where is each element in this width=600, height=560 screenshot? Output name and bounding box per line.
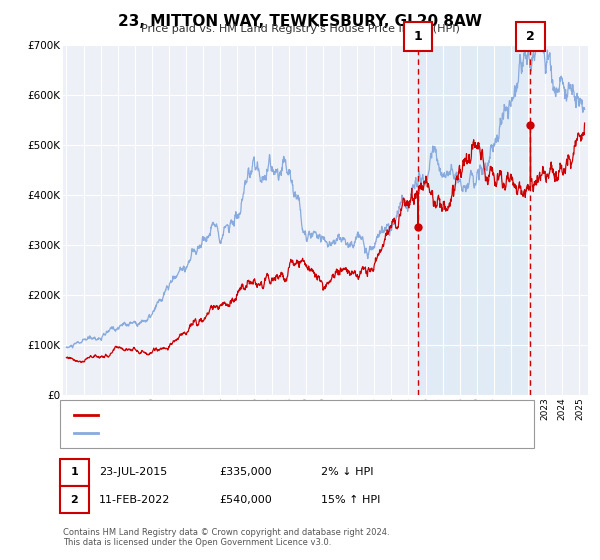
Text: HPI: Average price, detached house, Tewkesbury: HPI: Average price, detached house, Tewk… (102, 428, 356, 438)
Text: 2: 2 (71, 494, 78, 505)
Bar (418, 45, 530, 395)
Text: 11-FEB-2022: 11-FEB-2022 (99, 494, 170, 505)
Text: £335,000: £335,000 (219, 467, 272, 477)
Text: 2% ↓ HPI: 2% ↓ HPI (321, 467, 373, 477)
Text: Price paid vs. HM Land Registry's House Price Index (HPI): Price paid vs. HM Land Registry's House … (140, 24, 460, 34)
Text: 23, MITTON WAY, TEWKESBURY, GL20 8AW: 23, MITTON WAY, TEWKESBURY, GL20 8AW (118, 14, 482, 29)
Text: 2: 2 (526, 30, 535, 43)
Text: £540,000: £540,000 (219, 494, 272, 505)
Text: 1: 1 (71, 467, 78, 477)
Text: This data is licensed under the Open Government Licence v3.0.: This data is licensed under the Open Gov… (63, 538, 331, 547)
Text: Contains HM Land Registry data © Crown copyright and database right 2024.: Contains HM Land Registry data © Crown c… (63, 528, 389, 536)
Text: 23-JUL-2015: 23-JUL-2015 (99, 467, 167, 477)
Text: 1: 1 (413, 30, 422, 43)
Text: 15% ↑ HPI: 15% ↑ HPI (321, 494, 380, 505)
Text: 23, MITTON WAY, TEWKESBURY, GL20 8AW (detached house): 23, MITTON WAY, TEWKESBURY, GL20 8AW (de… (102, 409, 419, 419)
